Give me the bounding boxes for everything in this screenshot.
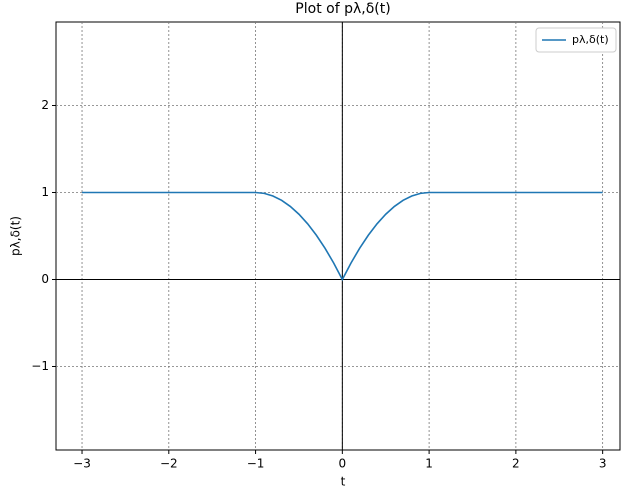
x-tick-label: −1 [247,457,265,471]
x-tick-label: 1 [425,457,433,471]
y-tick-label: −1 [31,359,49,373]
line [82,191,603,282]
x-tick-label: 3 [599,457,607,471]
x-tick-label: 2 [512,457,520,471]
plot-area [55,21,621,451]
y-tick-label: 2 [41,98,49,112]
legend-label: pλ,δ(t) [572,33,609,46]
legend-box [535,27,617,53]
x-tick-label: 0 [339,457,347,471]
y-tick-label: 1 [41,185,49,199]
x-tick-label: −3 [73,457,91,471]
x-tick-label: −2 [160,457,178,471]
chart-title: Plot of pλ,δ(t) [295,1,390,17]
x-axis-label: t [341,475,346,489]
y-tick-label: 0 [41,272,49,286]
y-axis-label: pλ,δ(t) [9,216,23,256]
